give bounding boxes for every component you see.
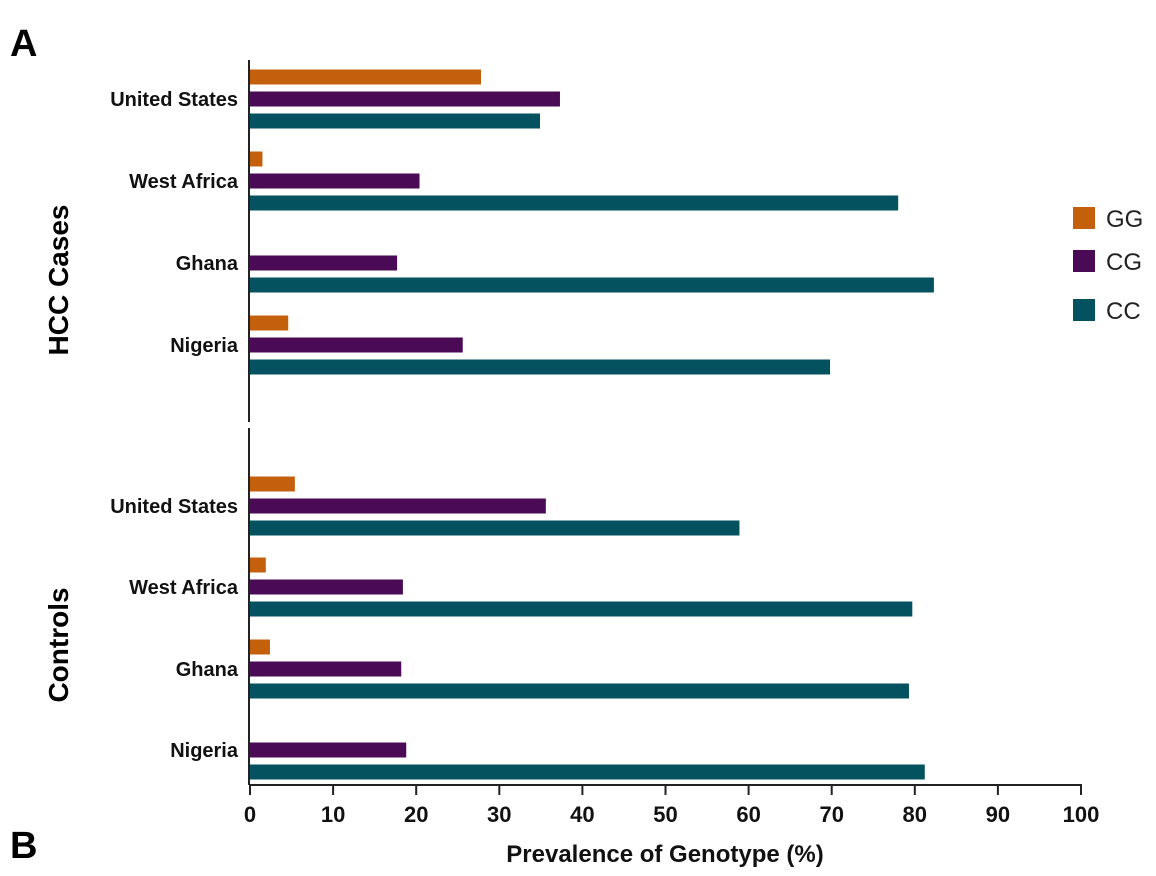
category-label-controls-ghana: Ghana — [176, 659, 239, 681]
bar-hcc-cases-west-africa-cg — [250, 173, 420, 189]
bar-controls-ghana-cc — [250, 683, 909, 699]
x-tick-label-10: 10 — [321, 802, 345, 827]
x-tick-label-90: 90 — [986, 802, 1010, 827]
bar-hcc-cases-ghana-cc — [250, 277, 934, 293]
panel-label-b: B — [10, 825, 37, 867]
category-label-hcc-cases-nigeria: Nigeria — [170, 335, 239, 357]
legend-label-gg: GG — [1106, 206, 1143, 233]
bar-hcc-cases-nigeria-cg — [250, 337, 463, 353]
x-tick-label-40: 40 — [570, 802, 594, 827]
bar-controls-united-states-gg — [250, 476, 295, 492]
bar-hcc-cases-united-states-cc — [250, 113, 541, 129]
bar-hcc-cases-nigeria-gg — [250, 315, 289, 331]
bar-hcc-cases-ghana-cg — [250, 255, 398, 271]
category-labels: United States West Africa Ghana Nigeria Unit… — [110, 89, 239, 762]
group-labels: HCC Cases Controls — [43, 205, 74, 703]
group-label-hcc-cases: HCC Cases — [43, 205, 74, 356]
panel-label-a: A — [10, 23, 37, 65]
x-axis-title: Prevalence of Genotype (%) — [506, 841, 823, 868]
bar-hcc-cases-united-states-gg — [250, 69, 482, 85]
bar-controls-west-africa-cc — [250, 601, 913, 617]
category-label-hcc-cases-united-states: United States — [110, 89, 238, 111]
x-ticks: 0 10 20 30 40 50 60 70 80 90 100 — [244, 785, 1099, 827]
category-label-controls-west-africa: West Africa — [129, 577, 239, 599]
bar-hcc-cases-nigeria-cc — [250, 359, 831, 375]
legend-label-cg: CG — [1106, 249, 1142, 276]
bar-controls-nigeria-cg — [250, 742, 407, 758]
bars-layer — [250, 69, 934, 780]
bar-controls-west-africa-gg — [250, 557, 266, 573]
legend-swatch-cg — [1073, 250, 1095, 272]
legend-label-cc: CC — [1106, 298, 1141, 325]
bar-controls-ghana-gg — [250, 639, 270, 655]
category-label-controls-united-states: United States — [110, 496, 238, 518]
category-label-hcc-cases-west-africa: West Africa — [129, 171, 239, 193]
x-tick-label-60: 60 — [736, 802, 760, 827]
bar-controls-ghana-cg — [250, 661, 402, 677]
bar-hcc-cases-west-africa-cc — [250, 195, 899, 211]
legend: GG CG CC — [1073, 206, 1143, 325]
bar-controls-west-africa-cg — [250, 579, 403, 595]
x-tick-label-80: 80 — [903, 802, 927, 827]
legend-swatch-gg — [1073, 207, 1095, 229]
legend-swatch-cc — [1073, 299, 1095, 321]
x-tick-label-100: 100 — [1063, 802, 1100, 827]
x-tick-label-70: 70 — [819, 802, 843, 827]
bar-controls-united-states-cc — [250, 520, 740, 536]
x-tick-label-30: 30 — [487, 802, 511, 827]
bar-controls-nigeria-cc — [250, 764, 925, 780]
category-label-controls-nigeria: Nigeria — [170, 740, 239, 762]
bar-hcc-cases-united-states-cg — [250, 91, 560, 107]
category-label-hcc-cases-ghana: Ghana — [176, 253, 239, 275]
group-label-controls: Controls — [43, 587, 74, 702]
bar-hcc-cases-west-africa-gg — [250, 151, 263, 167]
bar-controls-united-states-cg — [250, 498, 546, 514]
x-tick-label-0: 0 — [244, 802, 256, 827]
x-tick-label-50: 50 — [653, 802, 677, 827]
x-tick-label-20: 20 — [404, 802, 428, 827]
